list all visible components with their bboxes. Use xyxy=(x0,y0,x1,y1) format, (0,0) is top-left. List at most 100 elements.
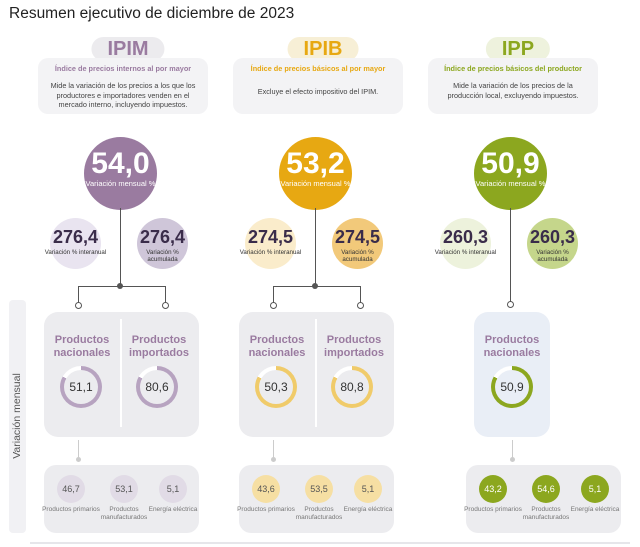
product-value-ipib-1: 80,8 xyxy=(335,370,369,404)
product-value-ipim-1: 80,6 xyxy=(140,370,174,404)
description-ipp: Mide la variación de los precios de la p… xyxy=(447,81,579,100)
cumulative-circle-ipib: 274,5 Variación % acumulada xyxy=(332,218,383,269)
product-label-ipim-0: Productos nacionales xyxy=(53,334,111,359)
monthly-value-ipib: 53,2 xyxy=(286,147,345,180)
cumulative-label-ipib: Variación % acumulada xyxy=(341,249,374,263)
description-box-ipp: Índice de precios básicos del productor … xyxy=(428,58,598,114)
subcategory-panel-ipp: 43,2 54,6 5,1 Productos primarios Produc… xyxy=(464,465,621,533)
stub-ipim xyxy=(78,440,79,458)
monthly-circle-ipim: 54,0 Variación mensual % xyxy=(84,137,157,210)
description-ipim: Mide la variación de los precios a los q… xyxy=(50,81,196,109)
subcategory-circle-ipim-2: 5,1 xyxy=(159,475,187,503)
cumulative-label-ipim: Variación % acumulada xyxy=(146,249,179,263)
product-label-ipim-1: Productos importados xyxy=(129,334,189,359)
product-label-ipib-0: Productos nacionales xyxy=(248,334,306,359)
product-ring-ipim-1: 80,6 xyxy=(136,366,178,408)
connector-end-right-ipim xyxy=(162,302,169,309)
column-ipib: IPIB Índice de precios básicos al por ma… xyxy=(228,0,418,547)
column-ipp: IPP Índice de precios básicos del produc… xyxy=(423,0,621,547)
connector-left-ipib xyxy=(273,286,274,304)
stub-ipib xyxy=(273,440,274,458)
subtitle-ipim: Índice de precios internos al por mayor xyxy=(54,64,192,73)
monthly-value-ipim: 54,0 xyxy=(91,147,150,180)
products-divider-ipim xyxy=(120,319,122,427)
subcategory-label-ipp-1: Productos manufacturados xyxy=(522,506,570,521)
monthly-value-ipp: 50,9 xyxy=(481,147,540,180)
product-label-ipp-0: Productos nacionales xyxy=(483,334,541,359)
products-panel-ipim: Productos nacionales Productos importado… xyxy=(44,312,199,437)
connector-right-ipib xyxy=(360,286,361,304)
monthly-label-ipp: Variación mensual % xyxy=(475,179,546,188)
cumulative-value-ipib: 274,5 xyxy=(334,227,381,247)
subcategory-circle-ipp-1: 54,6 xyxy=(532,475,560,503)
interannual-label-ipp: Variación % interanual xyxy=(434,249,497,256)
cumulative-value-ipim: 276,4 xyxy=(139,227,186,247)
stub-dot-ipim xyxy=(76,457,81,462)
product-value-ipim-0: 51,1 xyxy=(64,370,98,404)
connector-end-ipp xyxy=(507,301,514,308)
subtitle-ipp: Índice de precios básicos del productor xyxy=(444,64,582,73)
column-ipim: IPIM Índice de precios internos al por m… xyxy=(33,0,223,547)
subcategory-label-ipib-2: Energía eléctrica xyxy=(343,506,393,513)
cumulative-circle-ipim: 276,4 Variación % acumulada xyxy=(137,218,188,269)
connector-bar-ipim xyxy=(78,286,166,287)
description-box-ipim: Índice de precios internos al por mayor … xyxy=(38,58,208,114)
side-band xyxy=(9,300,26,533)
stub-ipp xyxy=(512,440,513,458)
interannual-label-ipib: Variación % interanual xyxy=(239,249,302,256)
interannual-circle-ipib: 274,5 Variación % interanual xyxy=(240,218,301,269)
products-panel-ipp: Productos nacionales 50,9 xyxy=(474,312,550,437)
product-ring-ipp-0: 50,9 xyxy=(491,366,533,408)
page-title: Resumen ejecutivo de diciembre de 2023 xyxy=(9,5,295,22)
subcategory-circle-ipib-0: 43,6 xyxy=(252,475,280,503)
monthly-label-ipib: Variación mensual % xyxy=(280,179,351,188)
interannual-value-ipp: 260,3 xyxy=(442,227,489,247)
subcategory-label-ipib-0: Productos primarios xyxy=(237,506,295,513)
monthly-label-ipim: Variación mensual % xyxy=(85,179,156,188)
connector-end-left-ipim xyxy=(75,302,82,309)
description-ipib: Excluye el efecto impositivo del IPIM. xyxy=(257,87,379,96)
connector-right-ipim xyxy=(165,286,166,304)
bottom-divider xyxy=(30,542,630,544)
subcategory-label-ipib-1: Productos manufacturados xyxy=(295,506,343,521)
connector-left-ipim xyxy=(78,286,79,304)
products-divider-ipib xyxy=(315,319,317,427)
connector-stem-ipp xyxy=(510,208,511,303)
connector-bar-ipib xyxy=(273,286,361,287)
cumulative-circle-ipp: 260,3 Variación % acumulada xyxy=(527,218,578,269)
product-ring-ipib-0: 50,3 xyxy=(255,366,297,408)
subcategory-label-ipim-0: Productos primarios xyxy=(42,506,100,513)
product-value-ipib-0: 50,3 xyxy=(259,370,293,404)
subcategory-circle-ipim-0: 46,7 xyxy=(57,475,85,503)
description-box-ipib: Índice de precios básicos al por mayor E… xyxy=(233,58,403,114)
tag-ipim: IPIM xyxy=(91,37,165,61)
interannual-label-ipim: Variación % interanual xyxy=(44,249,107,256)
subcategory-panel-ipib: 43,6 53,5 5,1 Productos primarios Produc… xyxy=(237,465,394,533)
connector-stem-ipim xyxy=(120,208,121,286)
interannual-circle-ipp: 260,3 Variación % interanual xyxy=(435,218,496,269)
interannual-value-ipim: 276,4 xyxy=(52,227,99,247)
subcategory-label-ipim-1: Productos manufacturados xyxy=(100,506,148,521)
cumulative-label-ipp: Variación % acumulada xyxy=(536,249,569,263)
tag-ipp: IPP xyxy=(485,37,551,61)
product-ring-ipim-0: 51,1 xyxy=(60,366,102,408)
connector-stem-ipib xyxy=(315,208,316,286)
subcategory-label-ipim-2: Energía eléctrica xyxy=(148,506,198,513)
subcategory-circle-ipp-2: 5,1 xyxy=(581,475,609,503)
stub-dot-ipib xyxy=(271,457,276,462)
subcategory-label-ipp-0: Productos primarios xyxy=(464,506,522,513)
products-panel-ipib: Productos nacionales Productos importado… xyxy=(239,312,394,437)
subcategory-circle-ipib-1: 53,5 xyxy=(305,475,333,503)
subcategory-panel-ipim: 46,7 53,1 5,1 Productos primarios Produc… xyxy=(42,465,199,533)
side-label: Variación mensual xyxy=(11,373,23,459)
stub-dot-ipp xyxy=(510,457,515,462)
subtitle-ipib: Índice de precios básicos al por mayor xyxy=(250,64,386,73)
subcategory-label-ipp-2: Energía eléctrica xyxy=(570,506,620,513)
connector-end-left-ipib xyxy=(270,302,277,309)
monthly-circle-ipp: 50,9 Variación mensual % xyxy=(474,137,547,210)
interannual-value-ipib: 274,5 xyxy=(247,227,294,247)
cumulative-value-ipp: 260,3 xyxy=(529,227,576,247)
subcategory-circle-ipp-0: 43,2 xyxy=(479,475,507,503)
monthly-circle-ipib: 53,2 Variación mensual % xyxy=(279,137,352,210)
product-label-ipib-1: Productos importados xyxy=(324,334,384,359)
